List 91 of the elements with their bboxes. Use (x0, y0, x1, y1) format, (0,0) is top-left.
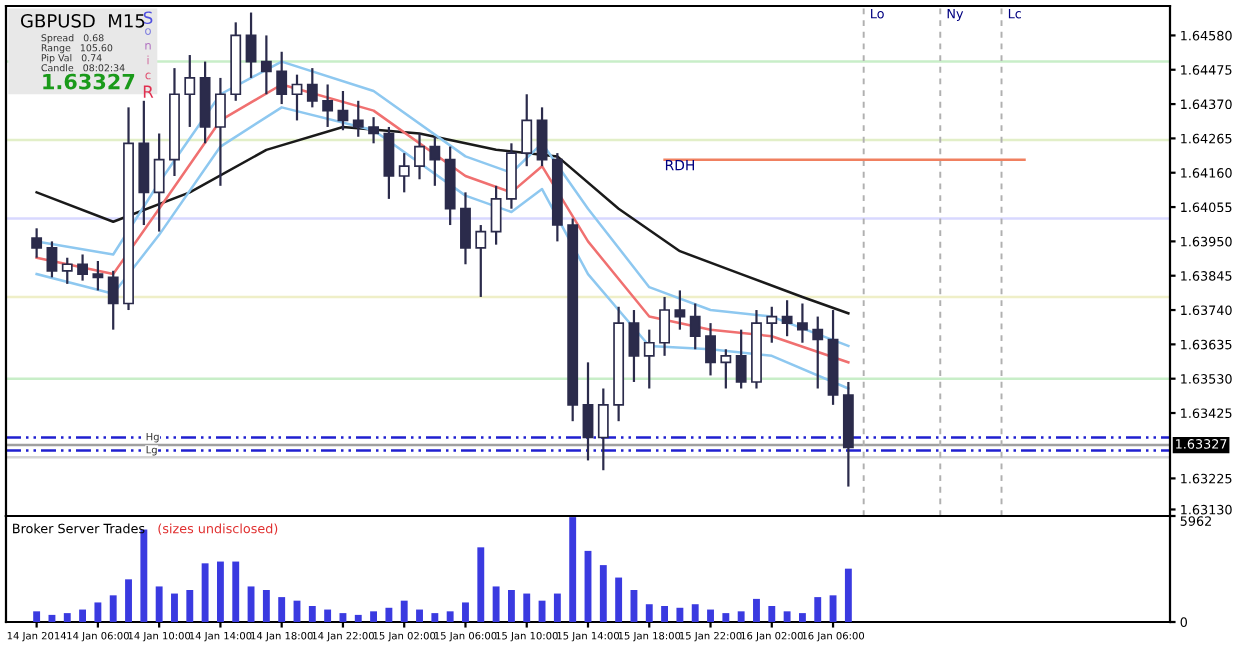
bar (416, 609, 423, 622)
candlestick (46, 240, 58, 279)
candlestick (383, 125, 395, 200)
candlestick (107, 269, 119, 331)
bar (308, 606, 316, 622)
candlestick (184, 53, 196, 129)
candlestick (245, 11, 257, 80)
bar (262, 590, 270, 622)
candlestick (521, 93, 533, 168)
candlestick (720, 348, 732, 390)
bar (94, 602, 102, 622)
candlestick (398, 152, 410, 194)
bar (278, 597, 286, 622)
candlestick (505, 142, 517, 210)
bar (462, 602, 469, 622)
bar (844, 568, 852, 622)
candlestick (781, 299, 793, 338)
candlestick (368, 116, 380, 145)
annotation: 1.63327 (43, 73, 135, 90)
candlestick (31, 227, 43, 259)
line-series (35, 125, 850, 315)
bar (783, 611, 791, 622)
candlestick (61, 256, 73, 285)
candlestick (414, 132, 425, 181)
bar (477, 547, 485, 622)
candlestick (766, 305, 778, 344)
candlestick (490, 184, 502, 246)
bar (645, 604, 653, 622)
bar (615, 577, 623, 622)
bar (400, 600, 408, 622)
bar (431, 613, 439, 622)
bar (798, 613, 806, 622)
bar (354, 614, 362, 622)
candlestick (460, 191, 471, 266)
bar (216, 561, 224, 622)
bar (63, 613, 71, 622)
candlestick (582, 361, 594, 462)
candlestick (337, 89, 349, 132)
candlestick (628, 308, 640, 384)
bar (599, 565, 607, 622)
candlestick (597, 387, 609, 472)
bar (385, 607, 393, 622)
bar (569, 517, 577, 622)
bar (753, 598, 760, 622)
bar (155, 586, 163, 622)
bar (171, 593, 178, 622)
bar (707, 609, 714, 622)
candlestick (352, 99, 364, 138)
bar (492, 586, 500, 622)
bar (324, 609, 332, 622)
candlestick (260, 34, 272, 96)
bar (109, 595, 117, 622)
bar (446, 611, 454, 622)
candlestick (659, 295, 671, 357)
candlestick (643, 328, 655, 390)
candlestick (92, 259, 104, 292)
candlestick (796, 302, 808, 344)
candlestick (291, 73, 303, 122)
bar (661, 606, 669, 622)
bar (201, 563, 209, 622)
candlestick (689, 302, 701, 351)
candlestick (429, 135, 441, 187)
bar (737, 611, 745, 622)
candlestick (214, 76, 226, 187)
bar (125, 579, 132, 622)
bar (691, 604, 699, 622)
bar (553, 593, 561, 622)
bar (79, 609, 87, 622)
bar (676, 607, 684, 622)
candlestick (536, 106, 548, 168)
candlestick (276, 50, 288, 106)
candlestick (77, 253, 89, 282)
bar (814, 597, 822, 622)
chart-title: GBPUSD M15 (20, 13, 145, 28)
line-series (35, 106, 850, 390)
bar (370, 611, 378, 622)
bar (507, 590, 515, 622)
bar (186, 590, 194, 622)
candlestick (812, 315, 824, 390)
bar (768, 606, 776, 622)
bar (33, 611, 41, 622)
candlestick (735, 328, 747, 390)
candlestick (153, 132, 165, 233)
candlestick (322, 83, 334, 129)
candlestick (306, 67, 318, 109)
candlestick (475, 223, 487, 299)
bar (232, 561, 240, 622)
bar (523, 593, 531, 622)
candlestick (674, 289, 686, 331)
candlestick (705, 322, 716, 377)
bar (722, 613, 730, 622)
